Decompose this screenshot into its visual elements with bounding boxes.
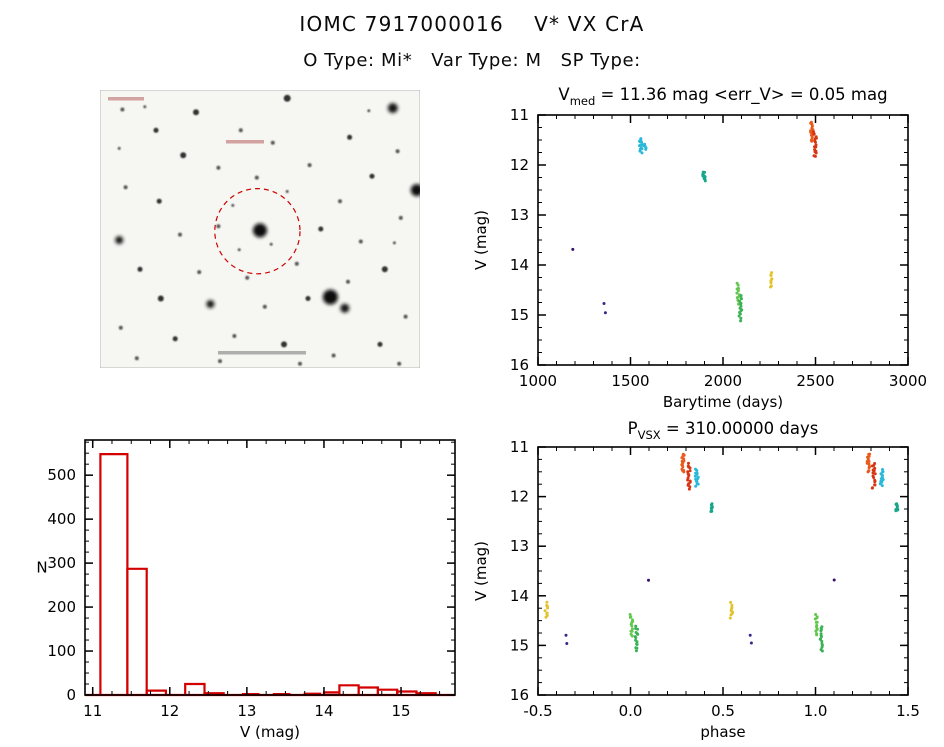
- svg-text:500: 500: [47, 466, 76, 484]
- svg-text:12: 12: [160, 702, 179, 720]
- svg-text:13: 13: [510, 206, 529, 224]
- svg-text:16: 16: [510, 356, 529, 374]
- svg-text:V (mag): V (mag): [472, 541, 490, 601]
- svg-text:15: 15: [391, 702, 410, 720]
- lightcurve-chart: 1000 1500 2000 2500 3000 11 12 13 14 15 16 Barytime…: [450, 80, 944, 415]
- svg-text:0.5: 0.5: [711, 702, 735, 720]
- svg-text:1500: 1500: [611, 372, 649, 390]
- svg-text:phase: phase: [700, 723, 745, 741]
- svg-text:PVSX = 310.00000 days: PVSX = 310.00000 days: [628, 419, 819, 442]
- svg-text:12: 12: [510, 488, 529, 506]
- page-subtitle: O Type: Mi* Var Type: M SP Type:: [303, 50, 641, 71]
- svg-text:14: 14: [510, 587, 529, 605]
- svg-text:N: N: [36, 559, 47, 577]
- svg-text:V (mag): V (mag): [240, 723, 300, 741]
- phase-folded-chart: -0.5 0.0 0.5 1.0 1.5 11 12 13 14 15 16 phase V (mag)…: [450, 415, 944, 747]
- svg-text:14: 14: [314, 702, 333, 720]
- svg-text:11: 11: [510, 438, 529, 456]
- svg-text:11: 11: [510, 106, 529, 124]
- svg-text:100: 100: [47, 642, 76, 660]
- svg-text:300: 300: [47, 554, 76, 572]
- svg-text:2500: 2500: [796, 372, 834, 390]
- svg-text:V (mag): V (mag): [472, 210, 490, 270]
- svg-text:14: 14: [510, 256, 529, 274]
- svg-text:15: 15: [510, 636, 529, 654]
- svg-text:1000: 1000: [519, 372, 557, 390]
- svg-text:1.5: 1.5: [896, 702, 920, 720]
- svg-text:12: 12: [510, 156, 529, 174]
- svg-text:11: 11: [83, 702, 102, 720]
- lightcurve-svg: 1000 1500 2000 2500 3000 11 12 13 14 15 16 Barytime…: [472, 85, 927, 411]
- magnitude-histogram-chart: 11 12 13 14 15 0 100 200 300 400 500 V (mag) N: [15, 418, 480, 747]
- svg-text:Barytime (days): Barytime (days): [663, 393, 783, 411]
- finder-chart: [99, 89, 423, 369]
- svg-text:-0.5: -0.5: [523, 702, 552, 720]
- svg-text:Vmed = 11.36 mag <err_V> = 0.: Vmed = 11.36 mag <err_V> = 0.05 mag: [558, 85, 887, 108]
- svg-text:200: 200: [47, 598, 76, 616]
- histogram-svg: 11 12 13 14 15 0 100 200 300 400 500 V (mag) N: [36, 439, 456, 741]
- svg-text:0.0: 0.0: [619, 702, 643, 720]
- svg-text:3000: 3000: [889, 372, 927, 390]
- svg-text:13: 13: [237, 702, 256, 720]
- page-title: IOMC 7917000016 V* VX CrA: [299, 12, 645, 36]
- phasecurve-svg: -0.5 0.0 0.5 1.0 1.5 11 12 13 14 15 16 phase V (mag)…: [472, 419, 920, 741]
- svg-text:400: 400: [47, 510, 76, 528]
- svg-text:13: 13: [510, 537, 529, 555]
- svg-text:16: 16: [510, 686, 529, 704]
- svg-text:0: 0: [66, 686, 76, 704]
- svg-text:2000: 2000: [704, 372, 742, 390]
- finder-chart-svg: [99, 89, 423, 369]
- svg-text:1.0: 1.0: [804, 702, 828, 720]
- svg-text:15: 15: [510, 306, 529, 324]
